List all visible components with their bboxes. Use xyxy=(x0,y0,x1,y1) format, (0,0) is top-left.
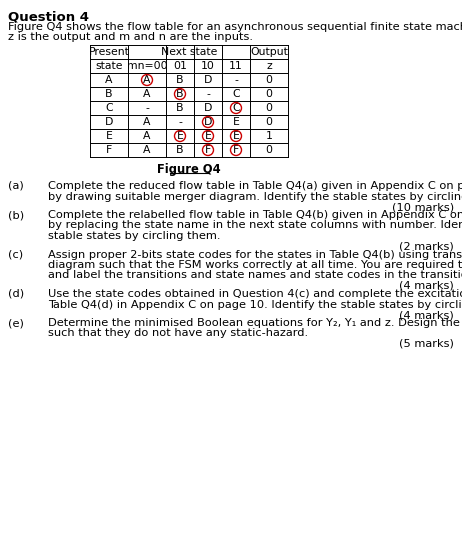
Text: by drawing suitable merger diagram. Identify the stable states by circling them.: by drawing suitable merger diagram. Iden… xyxy=(48,191,462,201)
Text: E: E xyxy=(105,131,112,141)
Text: Present: Present xyxy=(89,47,129,57)
Text: (c): (c) xyxy=(8,250,23,260)
Text: 0: 0 xyxy=(266,75,273,85)
Text: (5 marks): (5 marks) xyxy=(399,339,454,349)
Text: F: F xyxy=(233,145,239,155)
Text: (10 marks): (10 marks) xyxy=(392,202,454,212)
Text: C: C xyxy=(105,103,113,113)
Text: F: F xyxy=(205,145,211,155)
Text: C: C xyxy=(232,103,240,113)
Text: E: E xyxy=(232,117,239,127)
Text: Figure Q4 shows the flow table for an asynchronous sequential finite state machi: Figure Q4 shows the flow table for an as… xyxy=(8,22,462,32)
Text: Table Q4(d) in Appendix C on page 10. Identify the stable states by circling the: Table Q4(d) in Appendix C on page 10. Id… xyxy=(48,300,462,310)
Text: 10: 10 xyxy=(201,61,215,71)
Text: mn=00: mn=00 xyxy=(127,61,167,71)
Text: 1: 1 xyxy=(266,131,273,141)
Text: A: A xyxy=(105,75,113,85)
Text: E: E xyxy=(232,131,239,141)
Text: (b): (b) xyxy=(8,210,24,220)
Text: z is the output and m and n are the inputs.: z is the output and m and n are the inpu… xyxy=(8,32,253,42)
Text: Next state: Next state xyxy=(161,47,217,57)
Text: (4 marks): (4 marks) xyxy=(399,281,454,291)
Text: such that they do not have any static-hazard.: such that they do not have any static-ha… xyxy=(48,329,308,339)
Text: and label the transitions and state names and state codes in the transition diag: and label the transitions and state name… xyxy=(48,271,462,280)
Text: Assign proper 2-bits state codes for the states in Table Q4(b) using transition: Assign proper 2-bits state codes for the… xyxy=(48,250,462,260)
Text: Figure Q4: Figure Q4 xyxy=(157,163,221,176)
Text: (d): (d) xyxy=(8,289,24,299)
Text: Output: Output xyxy=(250,47,288,57)
Text: stable states by circling them.: stable states by circling them. xyxy=(48,231,220,241)
Text: A: A xyxy=(143,131,151,141)
Text: D: D xyxy=(204,75,212,85)
Text: Complete the relabelled flow table in Table Q4(b) given in Appendix C on page 10: Complete the relabelled flow table in Ta… xyxy=(48,210,462,220)
Text: -: - xyxy=(145,103,149,113)
Text: -: - xyxy=(178,117,182,127)
Text: B: B xyxy=(176,75,184,85)
Text: -: - xyxy=(234,75,238,85)
Text: E: E xyxy=(205,131,212,141)
Text: B: B xyxy=(176,145,184,155)
Text: D: D xyxy=(204,103,212,113)
Text: C: C xyxy=(232,89,240,99)
Text: B: B xyxy=(176,103,184,113)
Text: A: A xyxy=(143,145,151,155)
Text: Question 4: Question 4 xyxy=(8,10,89,23)
Text: (a): (a) xyxy=(8,181,24,191)
Text: by replacing the state name in the next state columns with number. Identify the: by replacing the state name in the next … xyxy=(48,221,462,231)
Text: F: F xyxy=(106,145,112,155)
Text: 0: 0 xyxy=(266,145,273,155)
Text: z: z xyxy=(266,61,272,71)
Text: -: - xyxy=(206,89,210,99)
Text: state: state xyxy=(95,61,123,71)
Text: Use the state codes obtained in Question 4(c) and complete the excitation table : Use the state codes obtained in Question… xyxy=(48,289,462,299)
Text: diagram such that the FSM works correctly at all time. You are required to draw: diagram such that the FSM works correctl… xyxy=(48,260,462,270)
Text: A: A xyxy=(143,89,151,99)
Text: (e): (e) xyxy=(8,318,24,328)
Text: B: B xyxy=(105,89,113,99)
Text: 0: 0 xyxy=(266,117,273,127)
Text: 01: 01 xyxy=(173,61,187,71)
Text: (2 marks): (2 marks) xyxy=(399,241,454,251)
Text: Determine the minimised Boolean equations for Y₂, Y₁ and z. Design the equations: Determine the minimised Boolean equation… xyxy=(48,318,462,328)
Text: 0: 0 xyxy=(266,89,273,99)
Text: (4 marks): (4 marks) xyxy=(399,310,454,320)
Text: A: A xyxy=(143,117,151,127)
Text: B: B xyxy=(176,89,184,99)
Text: Complete the reduced flow table in Table Q4(a) given in Appendix C on page 10: Complete the reduced flow table in Table… xyxy=(48,181,462,191)
Text: D: D xyxy=(204,117,212,127)
Text: 11: 11 xyxy=(229,61,243,71)
Text: D: D xyxy=(105,117,113,127)
Text: E: E xyxy=(176,131,183,141)
Text: A: A xyxy=(143,75,151,85)
Text: 0: 0 xyxy=(266,103,273,113)
